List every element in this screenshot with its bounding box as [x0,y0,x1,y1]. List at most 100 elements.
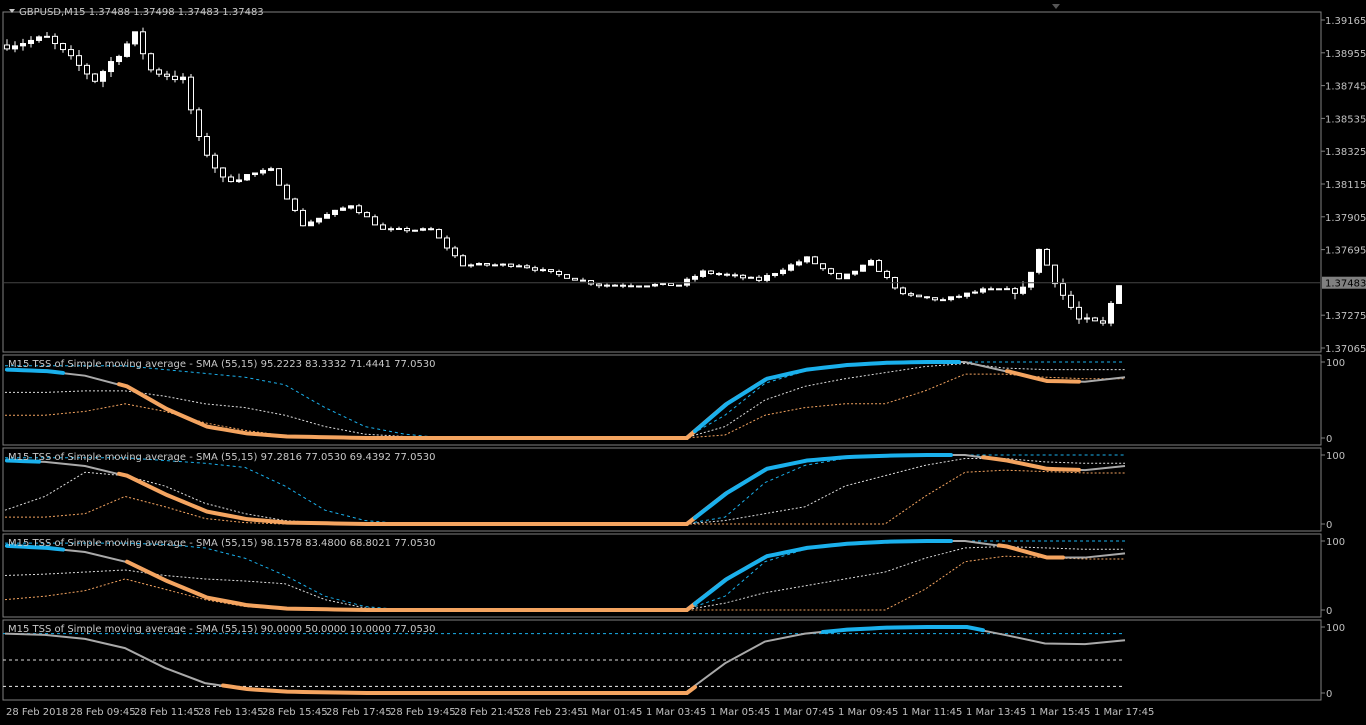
price-label: 1.38535 [1325,114,1366,125]
bear-candle [436,229,442,239]
bull-candle [940,299,946,302]
bear-candle [916,294,922,298]
bear-candle [668,282,674,286]
indicator-label: M15 TSS of Simple moving average - SMA (… [8,359,436,370]
indicator-axis-label: 100 [1326,623,1345,634]
bear-candle [996,288,1002,291]
bear-candle [76,55,82,66]
bull-candle [852,270,858,275]
bear-candle [68,49,74,57]
bull-candle [956,295,962,298]
bear-candle [228,176,234,183]
tss-falling-segment [117,382,697,440]
price-label: 1.37695 [1325,246,1366,257]
shift-marker-icon[interactable] [1052,4,1060,9]
bull-candle [780,269,786,275]
tss-rising-segment [821,625,985,635]
bull-candle [44,35,50,38]
time-label: 28 Feb 2018 [6,707,68,718]
bear-candle [356,205,362,214]
bear-candle [556,270,562,276]
bull-candle [308,221,314,227]
bear-candle [1012,288,1018,294]
bear-candle [580,279,586,282]
indicator-label: M15 TSS of Simple moving average - SMA (… [8,452,436,463]
bull-candle [860,264,866,272]
bear-candle [524,265,530,269]
indicator-panes: M15 TSS of Simple moving average - SMA (… [3,358,1345,700]
bear-candle [484,263,490,266]
bear-candle [620,284,626,287]
bear-candle [572,277,578,281]
bull-candle [1028,271,1034,288]
bear-candle [628,285,634,288]
time-label: 28 Feb 21:45 [454,707,520,718]
bull-candle [948,296,954,301]
bear-candle [564,274,570,279]
indicator-pane-frame [2,354,1322,446]
bear-candle [876,260,882,272]
bull-candle [844,273,850,280]
bear-candle [372,216,378,226]
bear-candle [1092,317,1098,322]
price-label: 1.38745 [1325,82,1366,93]
bear-candle [1060,283,1066,296]
bear-candle [292,198,298,211]
time-label: 1 Mar 15:45 [1030,707,1090,718]
bull-candle [252,172,258,176]
bear-candle [52,35,58,45]
tss-rising-segment [693,453,953,520]
indicator-axis-label: 100 [1326,451,1345,462]
bear-candle [548,269,554,272]
indicator-axis-label: 0 [1326,520,1332,531]
bear-candle [140,31,146,55]
time-label: 28 Feb 15:45 [262,707,328,718]
bull-candle [1036,248,1042,273]
bull-candle [492,264,498,267]
time-label: 28 Feb 19:45 [390,707,456,718]
bull-candle [468,264,474,267]
bull-candle [388,228,394,231]
bear-candle [4,44,10,50]
bull-candle [36,36,42,41]
bear-candle [1076,306,1082,320]
bear-candle [812,256,818,265]
bear-candle [204,136,210,156]
bear-candle [708,270,714,275]
price-label: 1.37275 [1325,311,1366,322]
bear-candle [452,247,458,257]
time-label: 1 Mar 09:45 [838,707,898,718]
bull-candle [28,39,34,45]
bull-candle [772,273,778,277]
bull-candle [684,278,690,286]
bull-candle [1108,302,1114,324]
bull-candle [1116,285,1122,304]
bull-candle [804,256,810,263]
time-label: 28 Feb 23:45 [518,707,584,718]
bear-candle [444,237,450,249]
bear-candle [60,43,66,51]
collapse-triangle-icon[interactable] [9,9,15,13]
bear-candle [156,69,162,75]
bull-candle [420,228,426,231]
bull-candle [764,275,770,281]
bear-candle [932,297,938,301]
bull-candle [700,270,706,277]
candles [4,27,1122,327]
time-label: 1 Mar 11:45 [902,707,962,718]
bull-candle [540,269,546,272]
current-price-label: 1.37483 [1325,279,1366,290]
bear-candle [884,270,890,279]
bull-candle [988,288,994,291]
indicator-axis-label: 0 [1326,434,1332,445]
indicator-axis-label: 0 [1326,606,1332,617]
main-pane-frame [2,11,1322,353]
bear-candle [908,293,914,296]
bear-candle [836,272,842,280]
bull-candle [108,61,114,73]
time-label: 28 Feb 13:45 [198,707,264,718]
bull-candle [1004,288,1010,291]
bull-candle [316,217,322,223]
time-label: 1 Mar 17:45 [1094,707,1154,718]
